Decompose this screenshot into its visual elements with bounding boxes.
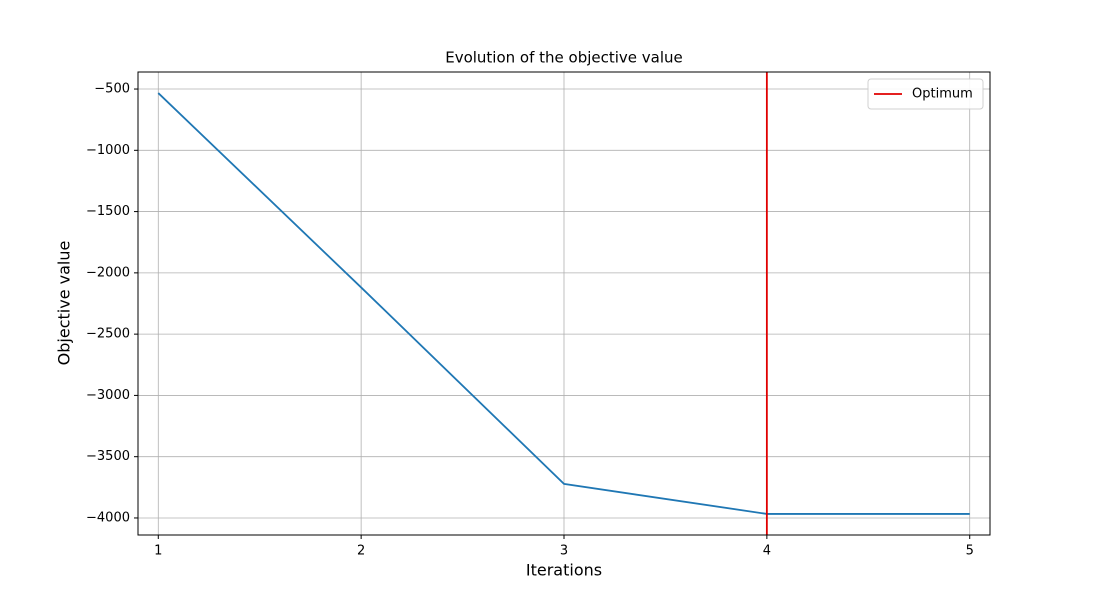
y-tick-label: −500 bbox=[94, 82, 130, 97]
x-tick-label: 3 bbox=[560, 544, 568, 559]
y-tick-label: −1000 bbox=[86, 143, 130, 158]
y-tick-label: −2500 bbox=[86, 327, 130, 342]
x-tick-label: 5 bbox=[966, 544, 974, 559]
y-tick-label: −3000 bbox=[86, 388, 130, 403]
y-tick-label: −3500 bbox=[86, 449, 130, 464]
x-tick-label: 4 bbox=[763, 544, 771, 559]
y-axis-label: Objective value bbox=[55, 241, 74, 366]
y-tick-label: −1500 bbox=[86, 204, 130, 219]
x-axis-label: Iterations bbox=[526, 561, 602, 580]
chart-title: Evolution of the objective value bbox=[445, 49, 683, 67]
legend-label: Optimum bbox=[912, 87, 973, 102]
legend-box bbox=[867, 78, 984, 110]
y-tick-label: −2000 bbox=[86, 265, 130, 280]
y-tick-label: −4000 bbox=[86, 510, 130, 525]
plot-frame bbox=[137, 71, 991, 536]
x-tick-label: 2 bbox=[357, 544, 365, 559]
data-line bbox=[157, 92, 970, 515]
x-tick-label: 1 bbox=[154, 544, 162, 559]
